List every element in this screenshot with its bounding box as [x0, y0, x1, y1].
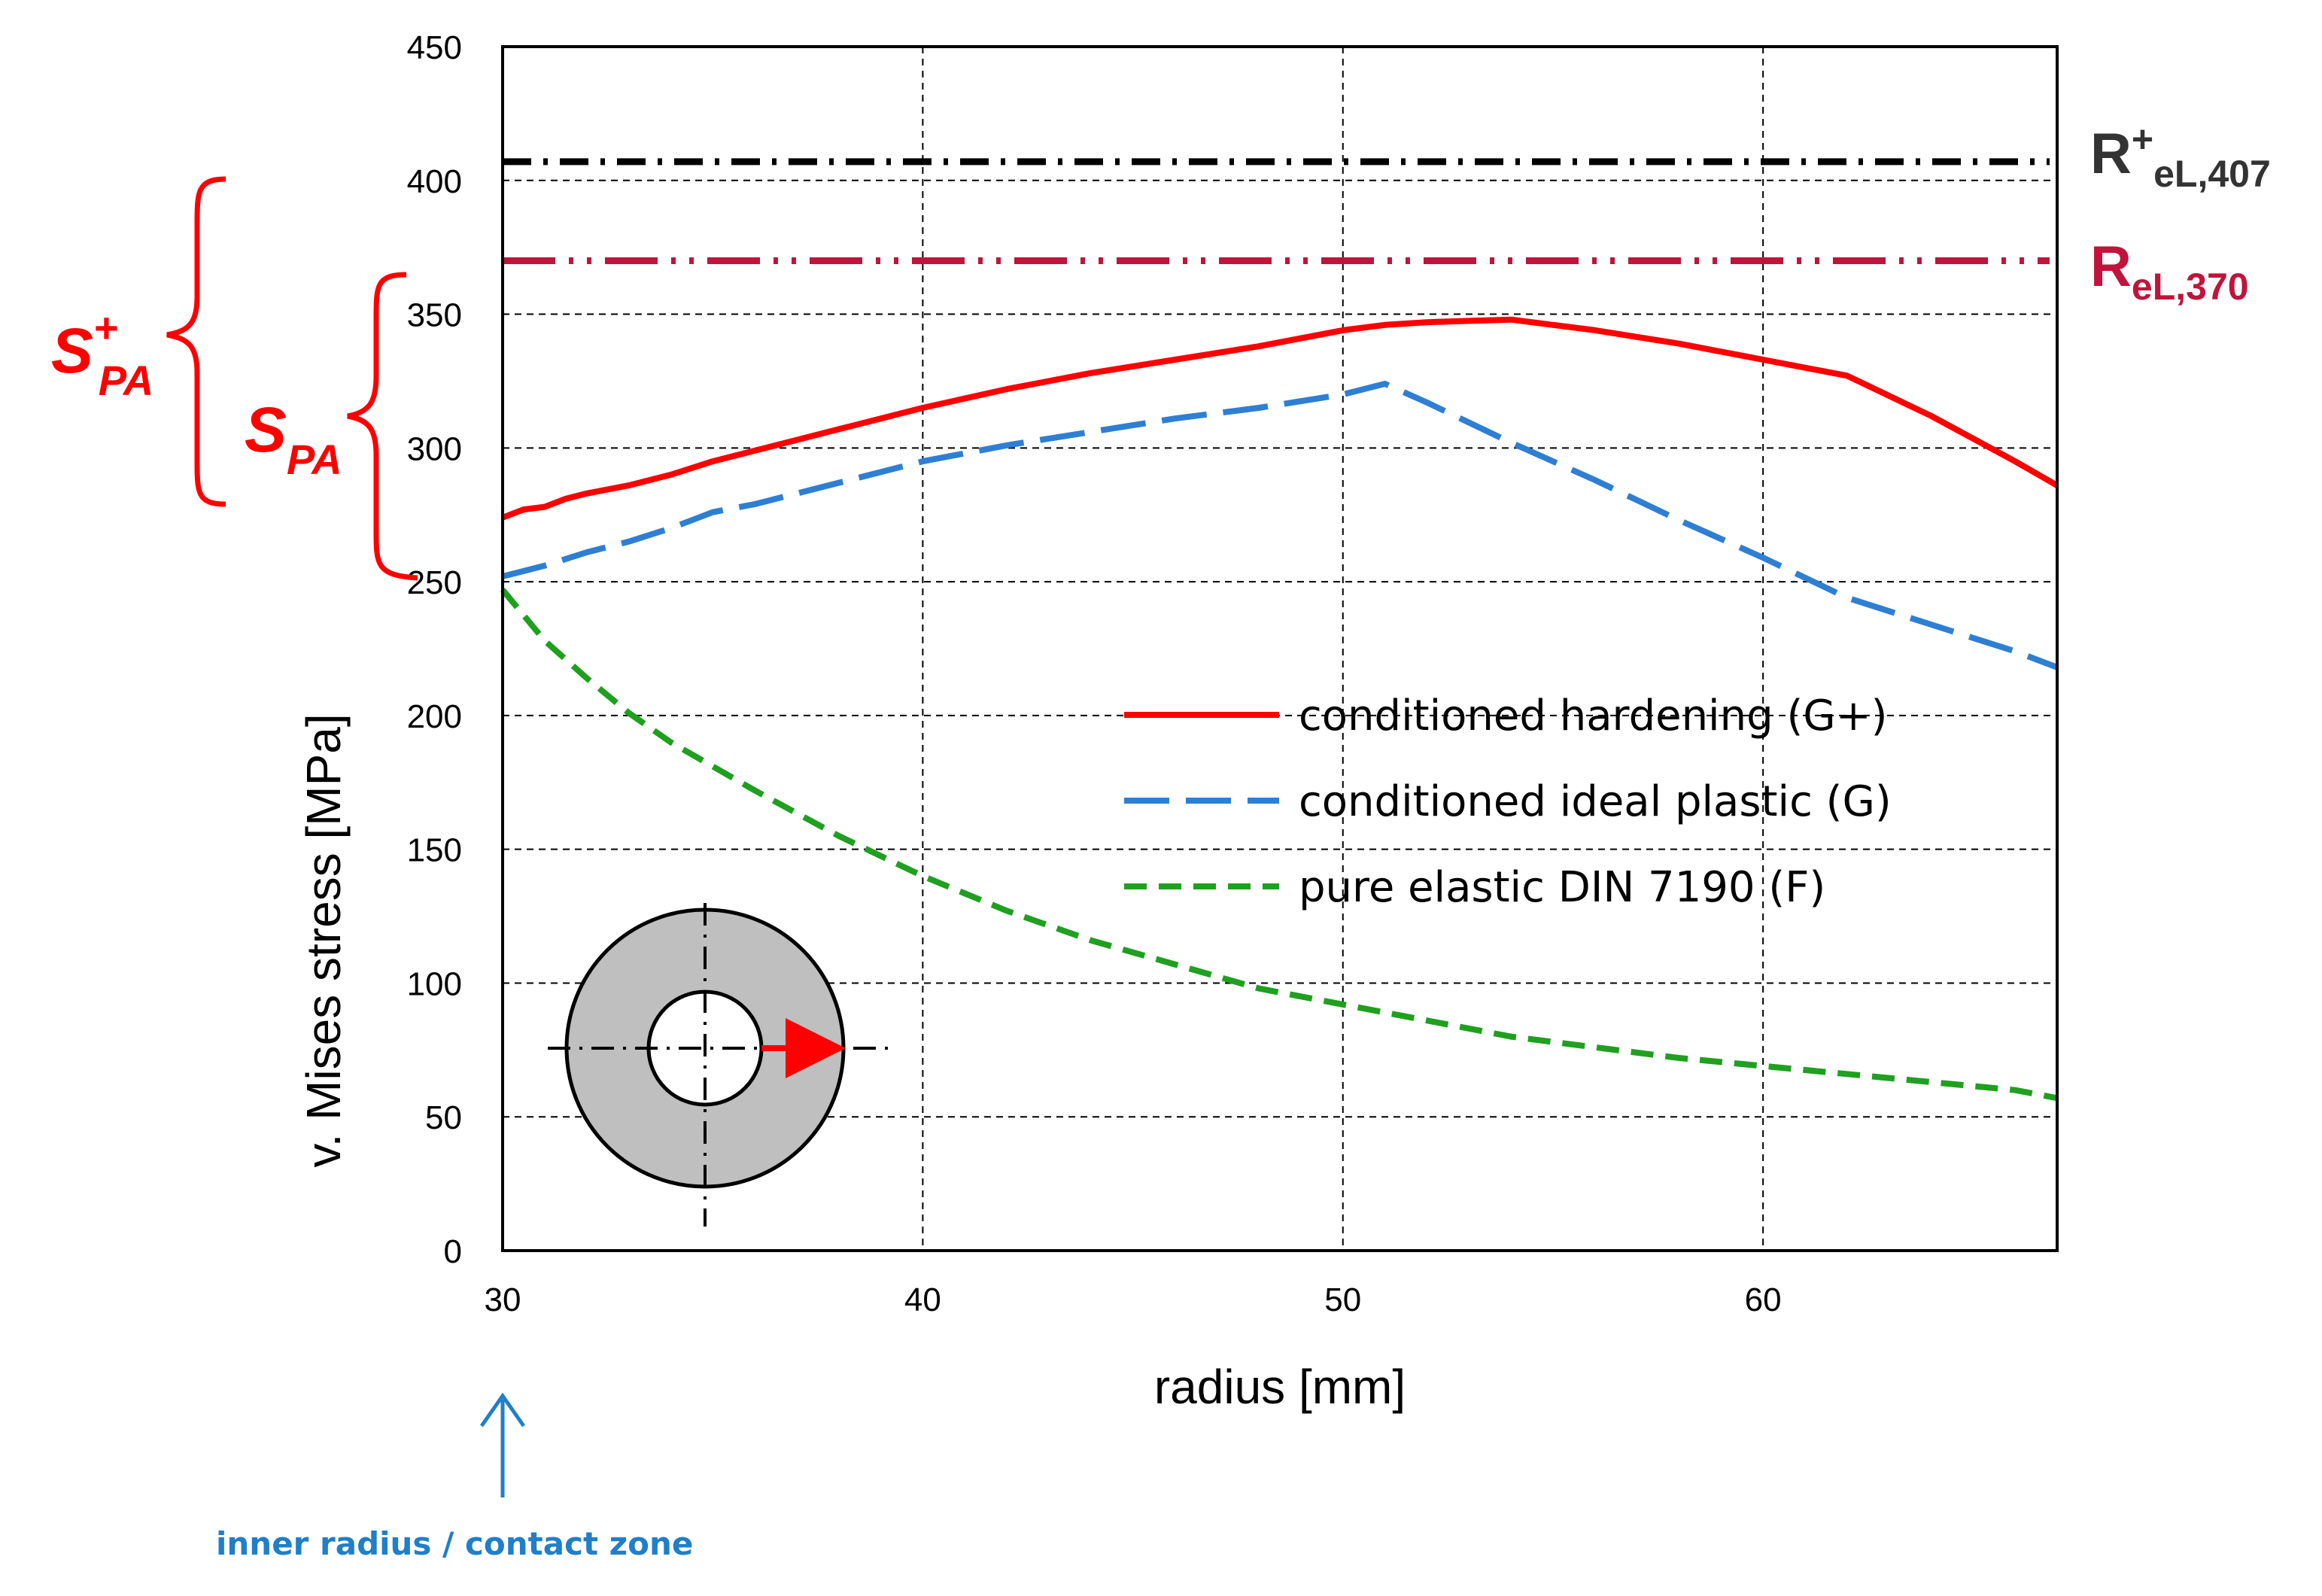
s-pa-main: S — [245, 394, 287, 465]
s-plus-pa-sup: + — [93, 304, 118, 351]
x-tick-label-30: 30 — [485, 1281, 521, 1318]
series-group — [500, 316, 2059, 1102]
y-tick-label-400: 400 — [407, 163, 462, 200]
y-tick-label-450: 450 — [407, 29, 462, 66]
inner-radius-arrowhead-icon — [479, 1392, 526, 1427]
y-tick-label-150: 150 — [407, 832, 462, 869]
y-tick-label-100: 100 — [407, 965, 462, 1002]
series-line-2 — [500, 588, 2058, 1102]
s-plus-pa-sub: PA — [99, 357, 154, 404]
series-line-0 — [501, 316, 2059, 521]
plot-frame — [501, 45, 2059, 1252]
x-tick-label-60: 60 — [1745, 1281, 1782, 1318]
y-tick-label-200: 200 — [407, 698, 462, 735]
y-axis-title: v. Mises stress [MPa] — [296, 713, 351, 1167]
legend-label-ideal-plastic: conditioned ideal plastic (G) — [1299, 777, 1892, 826]
y-tick-label-300: 300 — [407, 430, 462, 467]
x-tick-label-50: 50 — [1324, 1281, 1361, 1318]
ref-label-r-sub: eL,370 — [2132, 266, 2249, 308]
x-tick-label-40: 40 — [904, 1281, 941, 1318]
y-tick-label-50: 50 — [425, 1099, 462, 1136]
y-tick-label-350: 350 — [407, 297, 462, 334]
bracket-label-s-plus-pa: S+ PA — [51, 304, 153, 404]
s-plus-pa-main: S — [51, 315, 93, 386]
bracket-label-s-pa: SPA — [245, 394, 342, 483]
ref-label-r-plus-sup: + — [2132, 118, 2153, 160]
legend-label-hardening: conditioned hardening (G+) — [1299, 692, 1887, 740]
y-tick-label-0: 0 — [444, 1233, 462, 1270]
ref-label-r-370: ReL,370 — [2090, 235, 2249, 308]
y-axis-ticks: 0 50 100 150 200 250 300 350 400 450 — [407, 29, 462, 1270]
bracket-s-pa — [347, 272, 418, 581]
inner-radius-note: inner radius / contact zone — [216, 1525, 693, 1562]
ref-label-r-plus-main: R — [2090, 122, 2132, 186]
shaft-cross-section-icon — [548, 903, 888, 1227]
legend: conditioned hardening (G+) conditioned i… — [1124, 692, 1892, 912]
legend-label-elastic: pure elastic DIN 7190 (F) — [1299, 863, 1825, 912]
bracket-s-plus-pa — [166, 176, 226, 507]
x-axis-ticks: 30 40 50 60 — [485, 1281, 1782, 1318]
series-line-1 — [502, 381, 2059, 670]
y-tick-label-250: 250 — [407, 564, 462, 601]
x-axis-title: radius [mm] — [1154, 1360, 1406, 1414]
ref-label-r-plus-407: R+eL,407 — [2090, 118, 2271, 195]
ref-label-r-main: R — [2090, 235, 2132, 299]
ref-label-r-plus-sub: eL,407 — [2153, 153, 2271, 195]
s-pa-sub: PA — [287, 436, 342, 483]
